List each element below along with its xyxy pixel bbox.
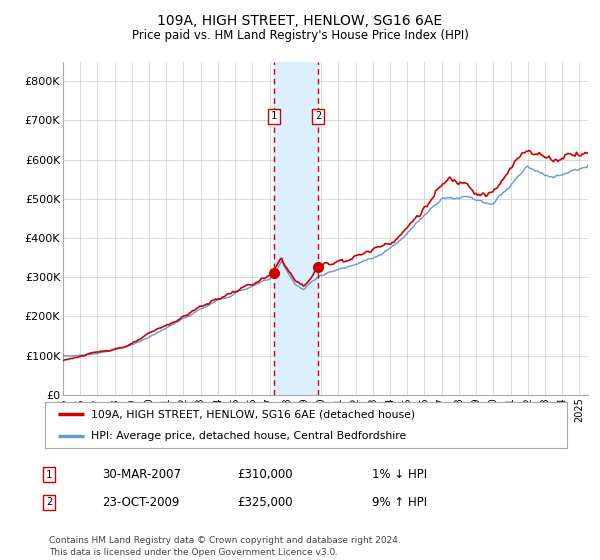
Text: 109A, HIGH STREET, HENLOW, SG16 6AE: 109A, HIGH STREET, HENLOW, SG16 6AE bbox=[157, 14, 443, 28]
Text: 1% ↓ HPI: 1% ↓ HPI bbox=[372, 468, 427, 482]
Text: HPI: Average price, detached house, Central Bedfordshire: HPI: Average price, detached house, Cent… bbox=[91, 431, 406, 441]
Text: Price paid vs. HM Land Registry's House Price Index (HPI): Price paid vs. HM Land Registry's House … bbox=[131, 29, 469, 42]
Text: 109A, HIGH STREET, HENLOW, SG16 6AE (detached house): 109A, HIGH STREET, HENLOW, SG16 6AE (det… bbox=[91, 409, 415, 419]
Text: 2: 2 bbox=[315, 111, 321, 122]
Text: 1: 1 bbox=[46, 470, 52, 480]
Text: Contains HM Land Registry data © Crown copyright and database right 2024.
This d: Contains HM Land Registry data © Crown c… bbox=[49, 536, 401, 557]
Bar bbox=[274, 62, 318, 395]
Text: 23-OCT-2009: 23-OCT-2009 bbox=[102, 496, 179, 509]
Text: 9% ↑ HPI: 9% ↑ HPI bbox=[372, 496, 427, 509]
Text: £310,000: £310,000 bbox=[237, 468, 293, 482]
Text: 30-MAR-2007: 30-MAR-2007 bbox=[102, 468, 181, 482]
Text: £325,000: £325,000 bbox=[237, 496, 293, 509]
Text: 2: 2 bbox=[46, 497, 52, 507]
Text: 1: 1 bbox=[271, 111, 277, 122]
